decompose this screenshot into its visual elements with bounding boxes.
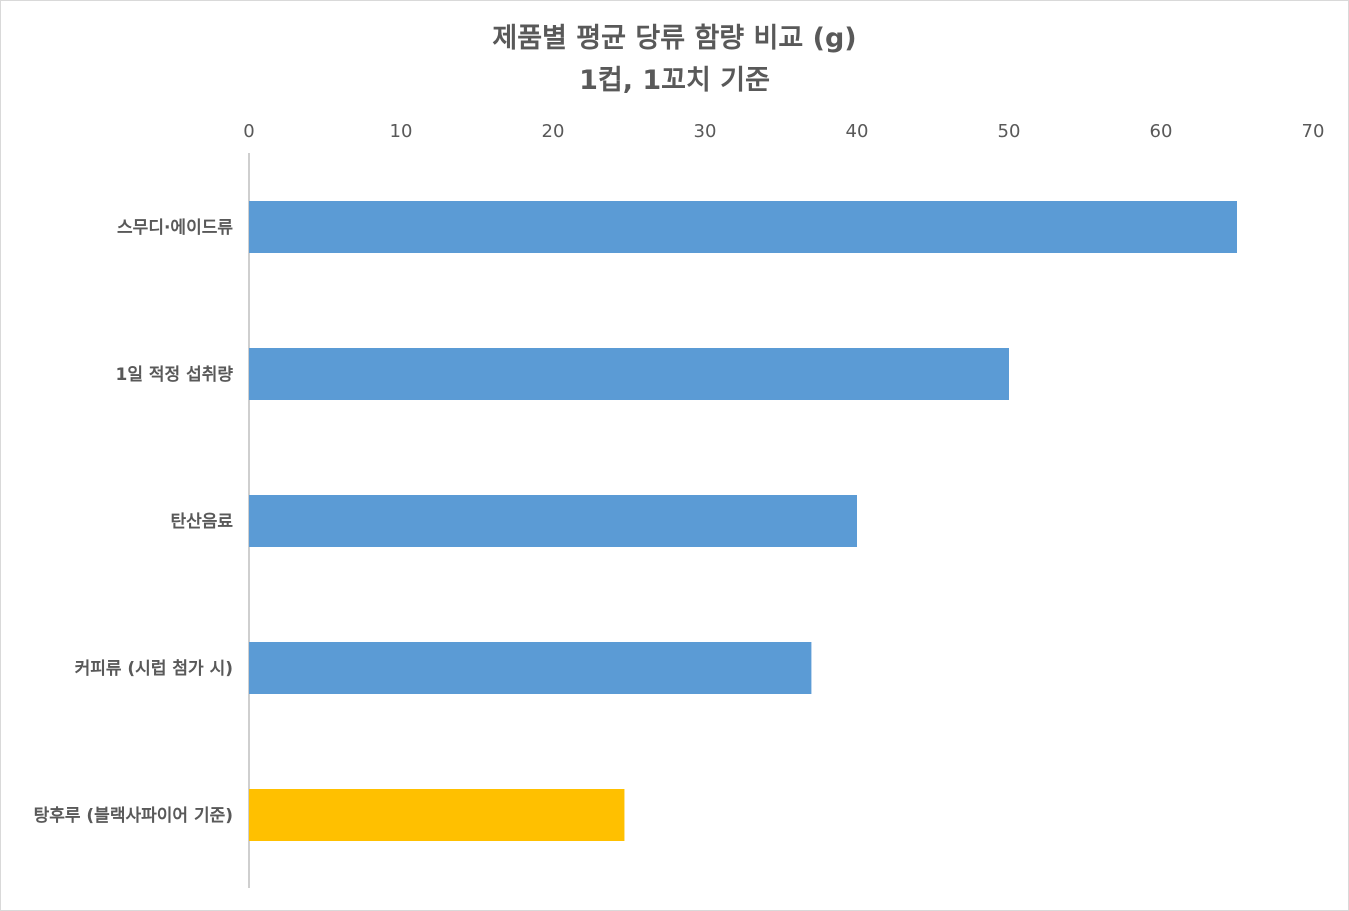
bar: [249, 348, 1009, 400]
category-label: 스무디·에이드류: [117, 218, 233, 238]
x-tick-label: 40: [846, 121, 869, 142]
x-tick-label: 70: [1302, 121, 1325, 142]
bars: [249, 201, 1237, 841]
x-tick-label: 20: [542, 121, 565, 142]
category-label: 탄산음료: [170, 512, 233, 532]
x-tick-label: 0: [243, 121, 254, 142]
chart-title: 제품별 평균 당류 함량 비교 (g): [492, 23, 857, 54]
category-label: 커피류 (시럽 첨가 시): [75, 658, 233, 679]
chart-subtitle: 1컵, 1꼬치 기준: [579, 65, 770, 96]
bar: [249, 789, 625, 841]
x-axis-ticks: 0 10 20 30 40 50 60 70: [243, 121, 1324, 142]
x-tick-label: 30: [694, 121, 717, 142]
bar: [249, 495, 857, 547]
category-label: 1일 적정 섭취량: [115, 364, 233, 385]
chart-title-block: 제품별 평균 당류 함량 비교 (g) 1컵, 1꼬치 기준: [0, 18, 1349, 102]
bar: [249, 642, 812, 694]
bar: [249, 201, 1237, 253]
category-label: 탕후루 (블랙사파이어 기준): [34, 805, 233, 826]
x-tick-label: 50: [998, 121, 1021, 142]
x-tick-label: 10: [390, 121, 413, 142]
x-tick-label: 60: [1150, 121, 1173, 142]
